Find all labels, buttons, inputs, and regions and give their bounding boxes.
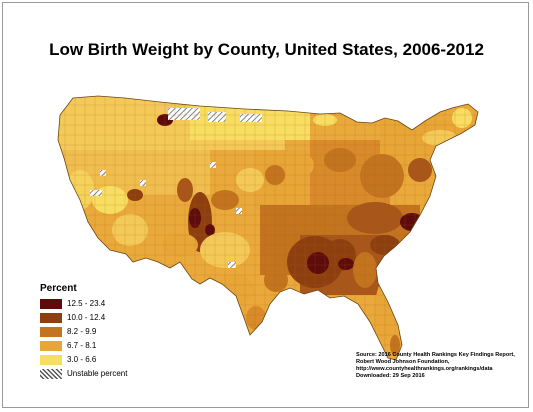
legend-swatch	[40, 299, 62, 309]
legend-title: Percent	[40, 283, 77, 294]
legend-item: 3.0 - 6.6	[40, 354, 200, 368]
legend-label: Unstable percent	[67, 369, 128, 378]
source-note: Source: 2016 County Health Rankings Key …	[356, 352, 516, 380]
source-line: Robert Wood Johnson Foundation,	[356, 359, 450, 365]
legend-item: Unstable percent	[40, 368, 200, 382]
legend-swatch-hatched	[40, 369, 62, 379]
legend-item: 6.7 - 8.1	[40, 340, 200, 354]
legend-swatch	[40, 355, 62, 365]
legend-label: 6.7 - 8.1	[67, 341, 97, 350]
legend: 12.5 - 23.4 10.0 - 12.4 8.2 - 9.9 6.7 - …	[40, 298, 200, 382]
legend-label: 10.0 - 12.4	[67, 313, 106, 322]
legend-swatch	[40, 327, 62, 337]
legend-item: 12.5 - 23.4	[40, 298, 200, 312]
legend-label: 3.0 - 6.6	[67, 355, 97, 364]
legend-label: 12.5 - 23.4	[67, 299, 106, 308]
map-title: Low Birth Weight by County, United State…	[49, 40, 484, 59]
legend-swatch	[40, 313, 62, 323]
source-line: Source: 2016 County Health Rankings Key …	[356, 352, 515, 358]
legend-item: 8.2 - 9.9	[40, 326, 200, 340]
legend-item: 10.0 - 12.4	[40, 312, 200, 326]
legend-swatch	[40, 341, 62, 351]
legend-label: 8.2 - 9.9	[67, 327, 97, 336]
us-outline	[57, 95, 479, 361]
source-line: Downloaded: 29 Sep 2016	[356, 373, 425, 379]
source-line: http://www.countyhealthrankings.org/rank…	[356, 366, 493, 372]
